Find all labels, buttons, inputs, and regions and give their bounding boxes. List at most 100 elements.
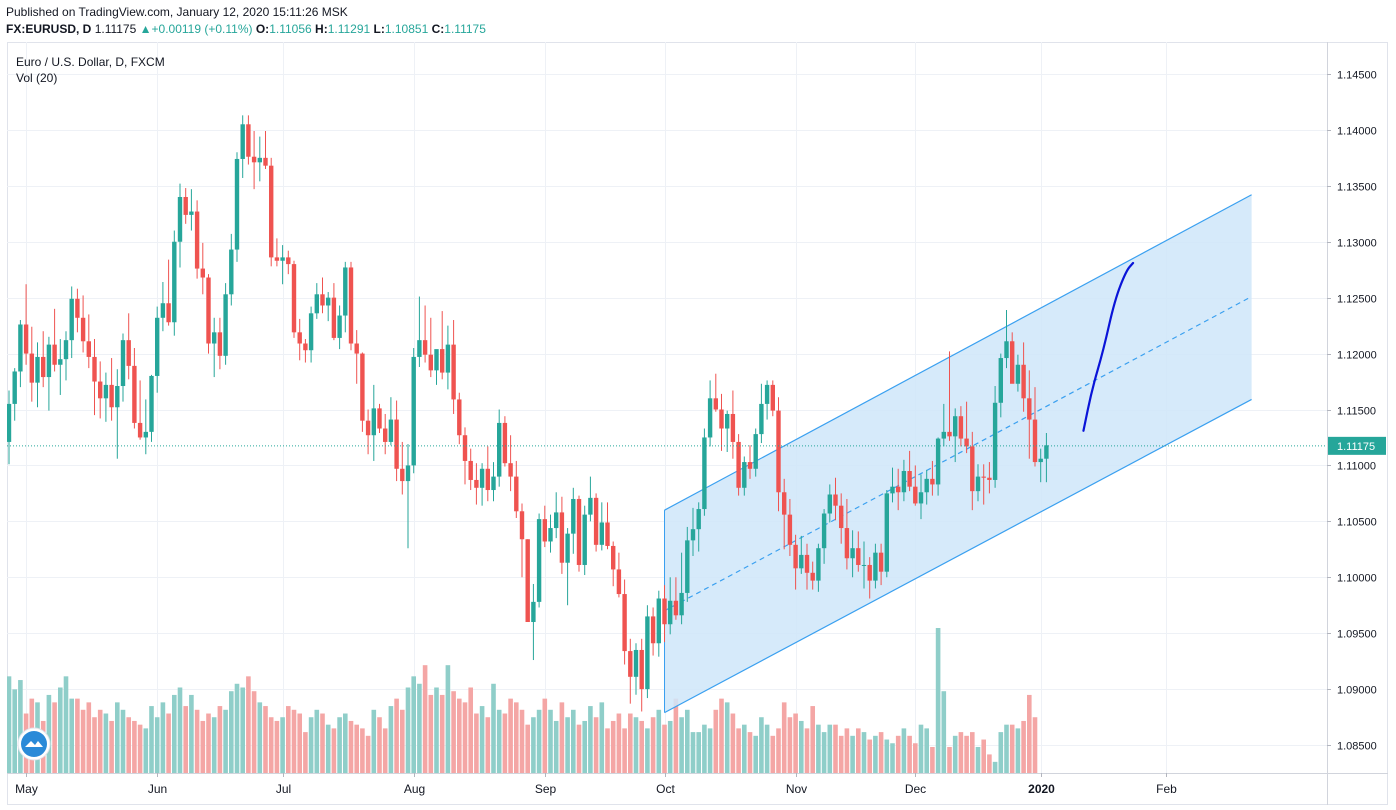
x-tick-label: Jul: [276, 782, 291, 796]
channel-lower-line: [664, 398, 1252, 714]
price-change: +0.00119 (+0.11%): [151, 22, 253, 36]
last-price-tag-label: 1.11175: [1337, 441, 1375, 453]
volume-bar: [422, 665, 428, 773]
x-tick-label: Dec: [905, 782, 926, 796]
volume-bar: [702, 724, 707, 773]
volume-bar: [377, 717, 382, 773]
volume-bar: [354, 724, 359, 773]
candle-body: [485, 468, 490, 491]
volume-bar: [445, 665, 451, 773]
volume-bar: [878, 732, 884, 773]
candle-body: [935, 438, 941, 485]
candle-body: [143, 431, 148, 438]
volume-bar: [6, 676, 12, 773]
candle-body: [103, 384, 109, 399]
candle-body: [308, 313, 314, 351]
candle-body: [633, 649, 639, 677]
candle-body: [1010, 341, 1015, 384]
candle-body: [98, 381, 103, 399]
candle-body: [69, 298, 74, 341]
candle-body: [1044, 445, 1049, 459]
price-axis[interactable]: 1.14500 1.14000 1.13500 1.13000 1.12500 1.120…: [1327, 70, 1386, 753]
candle-body: [217, 332, 223, 356]
candle-body: [719, 409, 724, 429]
volume-bar: [810, 706, 815, 773]
volume-bar: [286, 706, 291, 773]
volume-bar: [781, 702, 787, 773]
candle-body: [155, 317, 160, 376]
candle-body: [474, 479, 479, 488]
volume-bar: [867, 739, 872, 773]
volume-bar: [80, 709, 86, 773]
volume-bar: [1009, 724, 1015, 773]
chart-frame[interactable]: 1.14500 1.14000 1.13500 1.13000 1.12500 1.120…: [6, 42, 1388, 805]
candle-body: [58, 359, 63, 365]
projection-curve: [1082, 261, 1135, 432]
candle-body: [901, 471, 907, 493]
volume-bar: [154, 717, 160, 773]
candle-body: [884, 493, 889, 572]
volume-bar: [297, 713, 302, 773]
candle-body: [913, 486, 918, 504]
candle-body: [616, 569, 622, 595]
candle-body: [964, 438, 969, 447]
volume-bar: [856, 728, 861, 773]
candle-body: [662, 598, 667, 625]
volume-bar: [776, 728, 781, 773]
candle-body: [451, 344, 456, 400]
volume-bar: [844, 728, 850, 773]
candle-body: [958, 416, 964, 439]
volume-bar: [799, 720, 804, 773]
price-chart[interactable]: 1.14500 1.14000 1.13500 1.13000 1.12500 1.120…: [6, 42, 1388, 805]
y-tick-label: 1.14000: [1337, 126, 1377, 138]
candle-body: [377, 408, 382, 429]
candle-body: [571, 498, 576, 534]
volume-bar: [816, 724, 821, 773]
volume-bar: [46, 694, 52, 773]
published-caption: Published on TradingView.com, January 12…: [6, 5, 348, 19]
volume-bar: [998, 732, 1004, 773]
volume-bar: [189, 694, 194, 773]
volume-bar: [434, 687, 439, 773]
volume-bar: [970, 732, 975, 773]
candle-body: [605, 522, 610, 546]
candle-body: [514, 476, 519, 512]
candle-body: [462, 435, 468, 461]
volume-bar: [343, 713, 348, 773]
candle-body: [930, 478, 935, 485]
volume-bar: [12, 689, 17, 773]
volume-bar: [947, 746, 952, 773]
volume-bar: [981, 739, 986, 773]
volume-bar: [639, 720, 644, 773]
candle-body: [246, 124, 251, 157]
x-tick-label: Nov: [786, 782, 807, 796]
regression-channel[interactable]: [664, 194, 1252, 714]
candle-body: [918, 492, 924, 504]
candle-body: [953, 416, 958, 437]
volume-bar: [325, 724, 331, 773]
volume-bar: [707, 728, 713, 773]
candle-body: [582, 514, 587, 565]
volume-bar: [553, 720, 559, 773]
candle-body: [6, 403, 12, 442]
volume-bar: [405, 687, 411, 773]
volume-bar: [514, 702, 519, 773]
time-axis[interactable]: May Jun Jul Aug Sep Oct Nov Dec 2020 Feb: [15, 773, 1177, 796]
candle-body: [696, 509, 701, 530]
open-label: O:: [255, 22, 270, 36]
x-tick-label: Feb: [1156, 782, 1177, 796]
candle-body: [628, 651, 633, 677]
volume-bar: [491, 683, 496, 773]
candle-body: [907, 471, 912, 487]
y-tick-label: 1.08500: [1337, 741, 1377, 753]
candle-body: [223, 294, 228, 356]
candle-body: [29, 353, 34, 383]
candle-body: [611, 545, 616, 570]
volume-bar: [941, 691, 947, 773]
candle-body: [850, 548, 855, 559]
candle-body: [405, 465, 411, 482]
tradingview-logo-icon[interactable]: [17, 727, 51, 761]
candle-body: [457, 399, 462, 436]
candle-body: [782, 492, 787, 515]
volume-bar: [172, 694, 177, 773]
